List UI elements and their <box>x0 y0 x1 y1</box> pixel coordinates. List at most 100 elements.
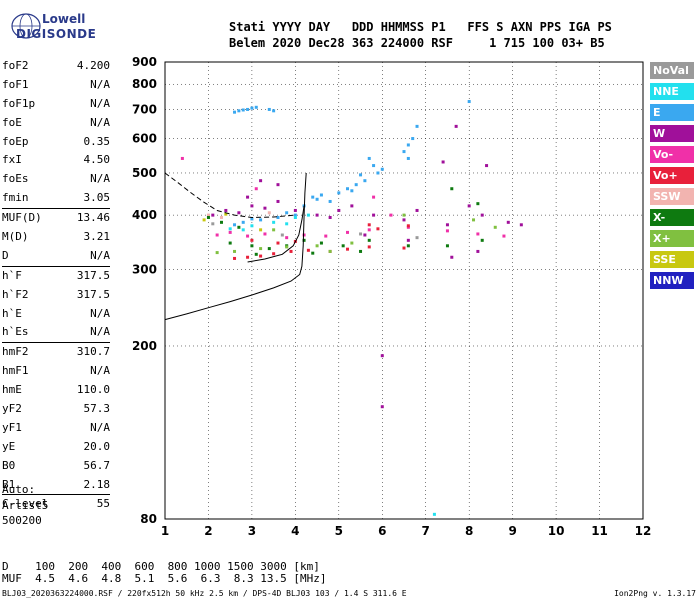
data-point <box>328 199 332 203</box>
param-value: 310.7 <box>76 345 110 359</box>
data-point <box>250 238 254 242</box>
param-row: hmF1 N/A <box>2 362 110 381</box>
x-tick-label: 9 <box>508 524 516 538</box>
data-point <box>246 255 250 259</box>
x-tick-label: 10 <box>548 524 565 538</box>
data-point <box>319 241 323 245</box>
param-name: M(D) <box>2 230 29 244</box>
y-tick-label: 300 <box>132 262 157 276</box>
data-point <box>476 232 480 236</box>
data-point <box>254 187 258 191</box>
legend-item-noval: NoVal <box>650 62 694 79</box>
data-point <box>415 208 419 212</box>
data-point <box>228 230 232 234</box>
data-point <box>402 246 406 250</box>
x-tick-label: 8 <box>465 524 473 538</box>
data-point <box>237 211 241 215</box>
auto-artist: Artist5 <box>2 498 49 512</box>
data-point <box>372 164 376 168</box>
data-point <box>350 189 354 193</box>
param-row: C-level 55 <box>2 494 110 514</box>
param-name: fxI <box>2 153 22 167</box>
data-point <box>480 213 484 217</box>
param-row: yF2 57.3 <box>2 400 110 419</box>
data-point <box>328 249 332 253</box>
x-tick-label: 4 <box>291 524 299 538</box>
data-point <box>215 233 219 237</box>
header-line2: Belem 2020 Dec28 363 224000 RSF 1 715 10… <box>229 36 605 50</box>
data-point <box>359 232 363 236</box>
data-point <box>250 224 254 228</box>
data-point <box>219 220 223 224</box>
param-name: foF1p <box>2 96 36 110</box>
data-point <box>346 187 350 191</box>
logo-line2: DIGISONDE <box>16 27 97 41</box>
data-point <box>315 213 319 217</box>
data-point <box>406 244 410 248</box>
data-point <box>250 244 254 248</box>
y-tick-label: 600 <box>132 132 157 146</box>
data-point <box>224 212 228 216</box>
data-point <box>241 228 245 232</box>
data-point <box>250 106 254 110</box>
data-point <box>285 222 289 226</box>
data-point <box>272 228 276 232</box>
data-point <box>315 244 319 248</box>
param-value: N/A <box>90 248 110 262</box>
param-row: hmF2 310.7 <box>2 342 110 362</box>
param-row: foF1p N/A <box>2 95 110 114</box>
param-name: hmF1 <box>2 364 29 378</box>
param-name: yF2 <box>2 402 22 416</box>
data-point <box>202 218 206 222</box>
param-row: M(D) 3.21 <box>2 228 110 247</box>
param-value: 3.21 <box>83 230 111 244</box>
data-point <box>315 197 319 201</box>
data-point <box>367 245 371 249</box>
data-point <box>341 244 345 248</box>
data-point <box>267 247 271 251</box>
data-point <box>215 251 219 255</box>
data-point <box>367 156 371 160</box>
x-tick-label: 2 <box>204 524 212 538</box>
param-name: foF1 <box>2 77 29 91</box>
param-name: MUF(D) <box>2 211 42 225</box>
y-tick-label: 800 <box>132 77 157 91</box>
data-point <box>472 218 476 222</box>
legend-item-sse: SSE <box>650 251 694 268</box>
param-row: yF1 N/A <box>2 419 110 438</box>
data-point <box>406 156 410 160</box>
muf-row: MUF 4.5 4.6 4.8 5.1 5.6 6.3 8.3 13.5 [MH… <box>2 572 327 585</box>
data-point <box>493 225 497 229</box>
digisonde-logo: Lowell DIGISONDE <box>2 8 96 48</box>
param-value: N/A <box>90 364 110 378</box>
data-point <box>272 220 276 224</box>
param-value: 57.3 <box>83 402 111 416</box>
logo-line1: Lowell <box>42 12 86 26</box>
param-name: hmF2 <box>2 345 29 359</box>
data-point <box>272 109 276 113</box>
param-value: 55 <box>96 497 110 511</box>
data-point <box>228 227 232 231</box>
data-point <box>311 251 315 255</box>
data-point <box>293 213 297 217</box>
x-tick-label: 6 <box>378 524 386 538</box>
param-name: h`F <box>2 268 22 282</box>
data-point <box>467 100 471 104</box>
legend-item-vo-: Vo+ <box>650 167 694 184</box>
param-value: 2.18 <box>83 477 111 491</box>
legend-item-ssw: SSW <box>650 188 694 205</box>
param-name: fmin <box>2 191 29 205</box>
plot-frame <box>164 61 644 520</box>
profile-curve-lower <box>164 172 307 321</box>
data-point <box>411 137 415 141</box>
param-row: foE N/A <box>2 114 110 133</box>
legend-item-nne: NNE <box>650 83 694 100</box>
param-name: D <box>2 248 9 262</box>
data-point <box>367 238 371 242</box>
data-point <box>367 223 371 227</box>
x-tick-label: 3 <box>248 524 256 538</box>
legend-item-nnw: NNW <box>650 272 694 289</box>
data-point <box>350 241 354 245</box>
data-point <box>372 213 376 217</box>
data-point <box>406 225 410 229</box>
